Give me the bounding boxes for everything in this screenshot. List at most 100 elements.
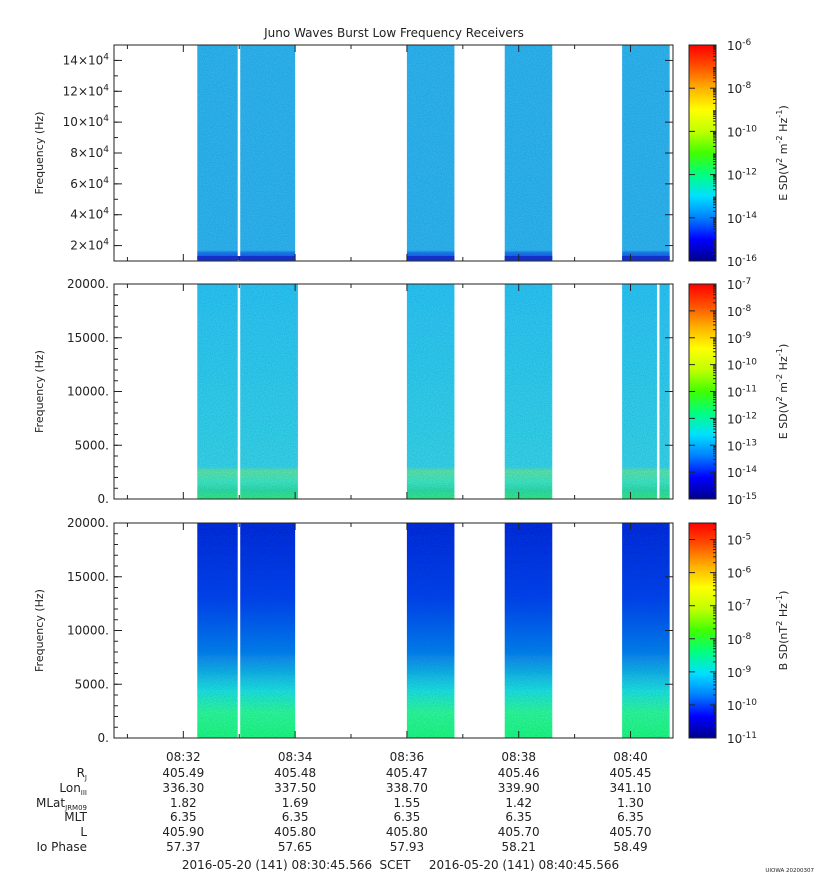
data-gap [237,523,241,738]
burst-block [406,523,455,738]
colorbar-tick-label: 10-9 [727,665,752,680]
panels: 2×104 4×104 6×104 8×104 10×104 12×104 14×104 Fr… [33,38,790,746]
y-tick-label: 14×104 [63,52,110,67]
ephemeris-value: 57.37 [166,840,200,854]
burst-block [622,523,670,738]
y-tick-label: 10000. [67,385,109,399]
ephemeris-value: 405.48 [274,766,316,780]
colorbar-tick-label: 10-6 [727,566,752,581]
y-tick-label: 12×104 [63,83,110,98]
ephemeris-row-label: L [80,825,87,839]
ephemeris-row-label: MLatJRM09 [36,796,87,812]
ephemeris-value: 338.70 [386,781,428,795]
ephemeris-value: 405.46 [498,766,540,780]
colorbar-tick-label: 10-8 [727,304,752,319]
spectrogram-panel-middle: 0. 5000. 10000. 15000. 20000. Frequency (Hz) 1… [33,277,790,507]
ephemeris-value: 1.30 [617,796,644,810]
ephemeris-row-label: LonIII [59,781,87,797]
y-axis-label: Frequency (Hz) [33,589,46,672]
spectrogram-panel-top: 2×104 4×104 6×104 8×104 10×104 12×104 14×104 Fr… [33,38,790,269]
ephemeris-value: 337.50 [274,781,316,795]
ephemeris-value: 6.35 [505,810,532,824]
scet-start-label: 2016-05-20 (141) 08:30:45.566 [182,858,372,872]
y-axis-label: Frequency (Hz) [33,112,46,195]
colorbar-tick-label: 10-8 [727,81,752,96]
ephemeris-value: 405.70 [610,825,652,839]
data-gap [237,284,241,499]
ephemeris-row-label: Io Phase [36,840,87,854]
ephemeris-value: 58.21 [502,840,536,854]
ephemeris-value: 57.65 [278,840,312,854]
colorbar-tick-label: 10-10 [727,124,757,139]
colorbar-tick-label: 10-5 [727,533,751,548]
colorbar [689,45,716,261]
y-tick-label: 5000. [75,438,109,452]
colorbar-tick-label: 10-13 [727,438,757,453]
colorbar-tick-label: 10-6 [727,38,752,53]
spectrogram-panel-bottom: 0. 5000. 10000. 15000. 20000. Frequency (Hz) 1… [33,516,790,746]
burst-block [622,45,670,261]
ephemeris-value: 6.35 [617,810,644,824]
ephemeris-value: 6.35 [282,810,309,824]
ephemeris-value: 405.45 [610,766,652,780]
ephemeris-value: 341.10 [610,781,652,795]
scet-label: SCET [380,858,412,872]
ephemeris-value: 339.90 [498,781,540,795]
scet-end-label: 2016-05-20 (141) 08:40:45.566 [429,858,619,872]
colorbar-tick-label: 10-11 [727,385,757,400]
colorbar [689,523,716,738]
ephemeris-row-label: RJ [77,766,87,782]
data-gap [656,284,660,499]
ephemeris-value: 58.49 [613,840,647,854]
time-tick-label: 08:40 [613,750,648,764]
ephemeris-table: RJ 405.49 405.48 405.47 405.46 405.45 LonIII 33… [36,766,652,854]
burst-block [406,45,455,261]
colorbar-tick-label: 10-14 [727,211,757,226]
low-freq-band [622,256,670,260]
y-tick-label: 10000. [67,624,109,638]
ephemeris-value: 6.35 [170,810,197,824]
burst-block [197,45,296,261]
low-freq-band [406,256,455,260]
y-tick-label: 15000. [67,570,109,584]
colorbar-tick-label: 10-8 [727,632,752,647]
colorbar-tick-label: 10-10 [727,358,757,373]
y-tick-label: 4×104 [70,207,109,222]
ephemeris-value: 336.30 [162,781,204,795]
chart-title: Juno Waves Burst Low Frequency Receivers [263,26,524,40]
time-axis: 08:32 08:34 08:36 08:38 08:40 [166,750,648,764]
y-tick-label: 8×104 [70,145,109,160]
burst-block [406,284,455,499]
time-tick-label: 08:34 [278,750,313,764]
y-tick-label: 2×104 [70,238,109,253]
colorbar-label: B SD(nT2 Hz-1) [774,591,790,671]
y-tick-label: 20000. [67,277,109,291]
colorbar-tick-label: 10-14 [727,465,757,480]
burst-block [622,284,670,499]
burst-block [197,523,296,738]
y-axis-label: Frequency (Hz) [33,350,46,433]
colorbar-tick-label: 10-16 [727,254,757,269]
ephemeris-value: 57.93 [390,840,424,854]
y-tick-label: 10×104 [63,114,110,129]
colorbar-frame [688,522,717,739]
colorbar-tick-label: 10-9 [727,331,752,346]
data-gap [237,45,241,261]
colorbar-label: E SD(V2 m-2 Hz-1) [774,344,790,440]
colorbar-tick-label: 10-12 [727,168,757,183]
low-freq-band [197,256,296,260]
ephemeris-value: 1.82 [170,796,197,810]
ephemeris-value: 1.69 [282,796,309,810]
colorbar-tick-label: 10-7 [727,277,751,292]
colorbar-tick-label: 10-15 [727,492,757,507]
watermark: UIOWA 20200307 [765,868,814,874]
ephemeris-value: 405.47 [386,766,428,780]
ephemeris-value: 405.49 [162,766,204,780]
y-tick-label: 6×104 [70,176,109,191]
burst-block [197,284,298,499]
colorbar-tick-label: 10-10 [727,698,757,713]
burst-block [504,284,553,499]
y-tick-label: 15000. [67,331,109,345]
y-tick-label: 20000. [67,516,109,530]
